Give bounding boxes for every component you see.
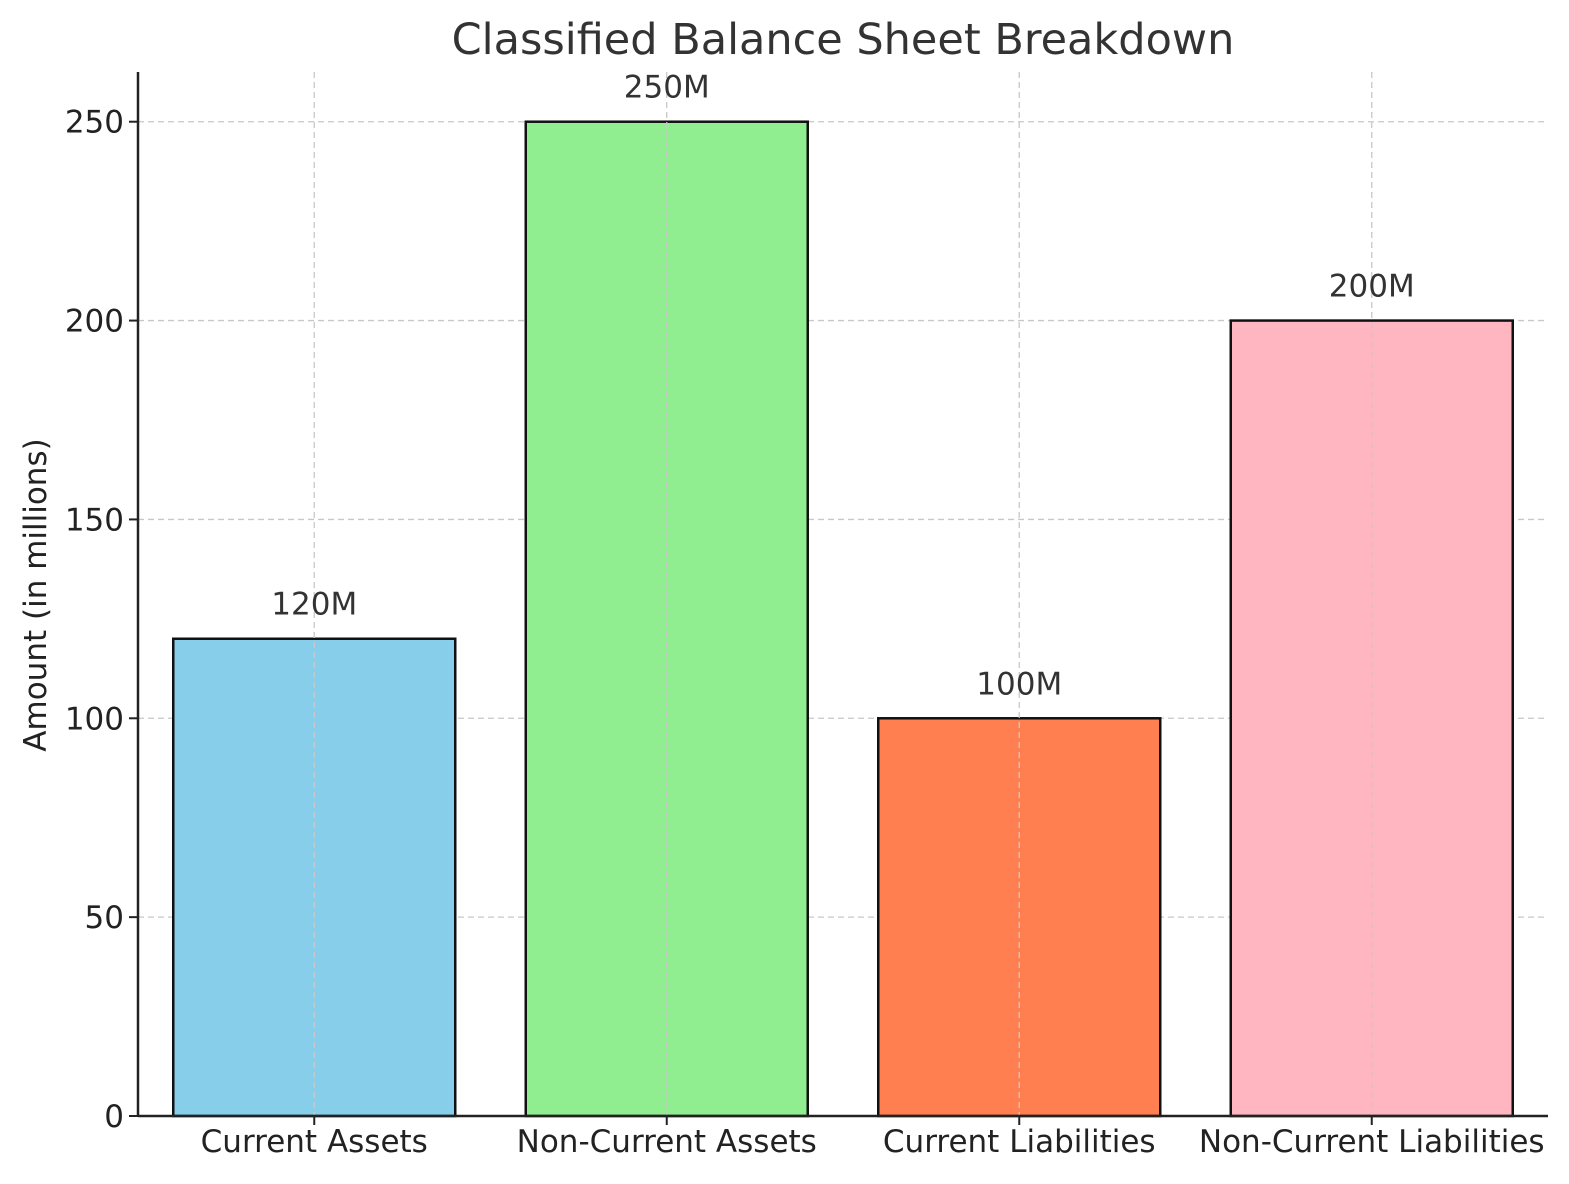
x-tick-label: Non-Current Assets — [517, 1124, 817, 1160]
y-tick-label: 50 — [85, 900, 124, 936]
x-tick-label: Current Assets — [201, 1124, 428, 1160]
y-tick-label: 0 — [104, 1099, 124, 1135]
x-grid-layer — [313, 72, 1373, 1116]
data-label: 200M — [1329, 269, 1415, 305]
data-label: 120M — [271, 587, 357, 623]
data-labels-layer: 120M 250M 100M 200M — [271, 70, 1414, 703]
axes-layer — [136, 72, 1548, 1118]
bars-layer — [172, 120, 1514, 1118]
y-tick-label: 150 — [65, 502, 124, 538]
y-axis-label: Amount (in millions) — [18, 438, 54, 751]
data-label: 100M — [976, 666, 1062, 702]
data-label: 250M — [624, 70, 710, 106]
bar-non-current-assets — [524, 120, 809, 1118]
y-tick-label: 250 — [65, 105, 124, 141]
y-tick-label: 100 — [65, 701, 124, 737]
chart-title: Classified Balance Sheet Breakdown — [452, 15, 1235, 65]
x-tick-label: Non-Current Liabilities — [1199, 1124, 1545, 1160]
x-tick-label: Current Liabilities — [883, 1124, 1156, 1160]
y-tick-label: 200 — [65, 304, 124, 340]
ticks-layer: 0 50 100 150 200 250 Current Assets Non-Current… — [65, 105, 1545, 1160]
